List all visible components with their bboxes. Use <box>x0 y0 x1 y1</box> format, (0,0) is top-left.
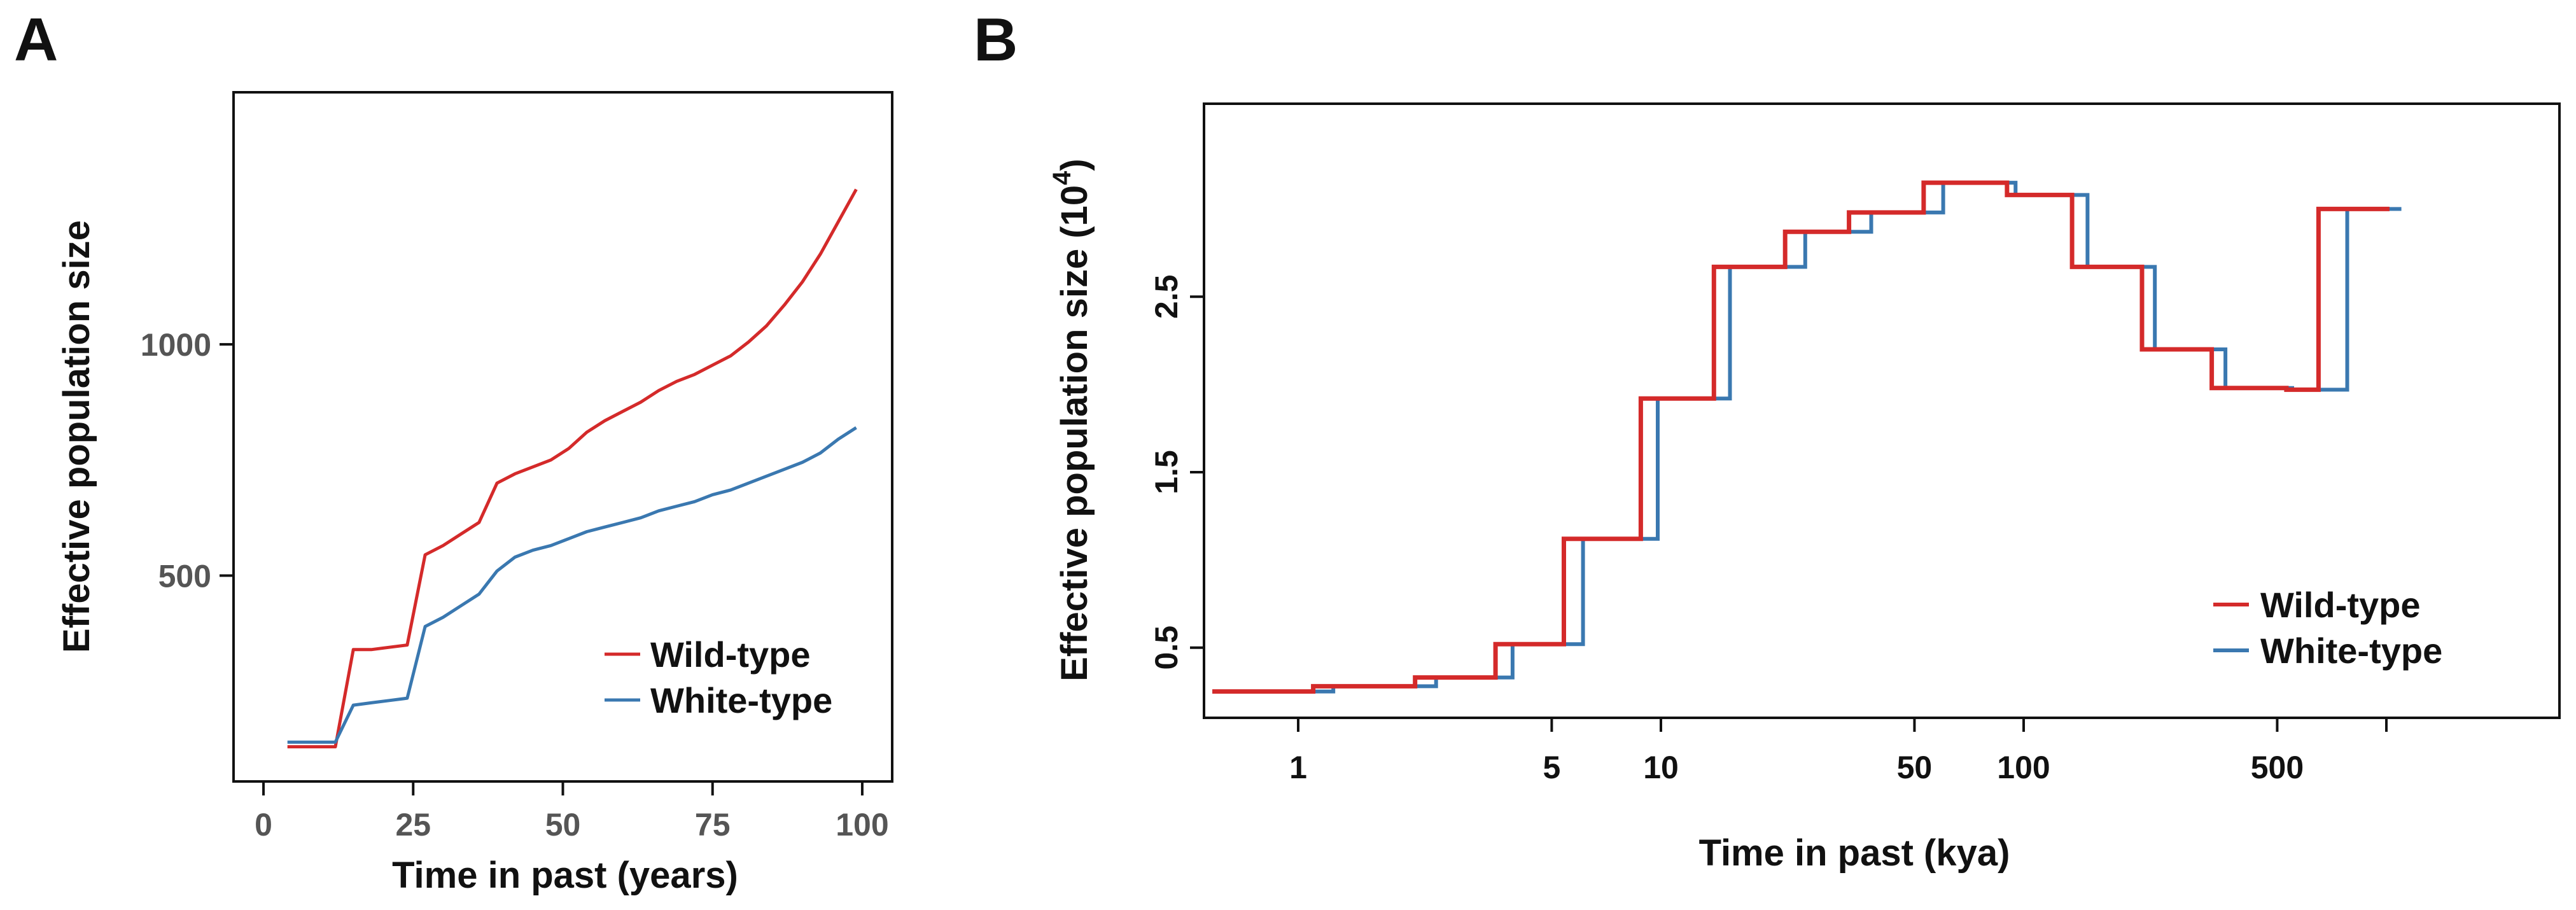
panel-b-x-tick-label: 50 <box>1897 750 1933 785</box>
panel-b-y-axis-label: Effective population size (104) <box>1048 158 1095 682</box>
panel-b: B 1 5 10 50 100 500 0.5 1.5 2.5 Time in past (ky… <box>974 6 2561 874</box>
panel-a: A 0 25 50 75 100 500 1000 Time in past (years)… <box>14 6 893 896</box>
panel-a-series-line-wild-type <box>287 188 858 748</box>
panel-b-x-tick-label: 5 <box>1543 750 1561 785</box>
panel-b-x-tick-label: 1 <box>1289 750 1307 785</box>
panel-a-x-axis-label: Time in past (years) <box>392 855 738 896</box>
panel-b-legend: Wild-type White-type <box>2213 585 2442 671</box>
panel-a-legend-label-wild-type: Wild-type <box>650 634 810 675</box>
panel-a-axis-ticks: 0 25 50 75 100 500 1000 <box>141 327 889 843</box>
panel-b-series-step-line-wild-type <box>1212 180 2390 694</box>
panel-b-y-axis-label-exponent: 4 <box>1048 171 1076 185</box>
panel-b-y-tick-label: 0.5 <box>1149 626 1184 670</box>
panel-a-legend-label-white-type: White-type <box>650 680 832 720</box>
panel-a-legend: Wild-type White-type <box>605 634 832 720</box>
panel-b-y-axis-label-close: ) <box>1054 158 1095 171</box>
panel-b-x-tick-label: 500 <box>2251 750 2304 785</box>
panel-a-y-tick-label: 500 <box>158 559 211 594</box>
panel-b-letter: B <box>974 6 1018 74</box>
panel-a-letter: A <box>14 6 58 74</box>
panel-a-x-tick-label: 75 <box>695 807 731 843</box>
panel-a-series-line-white-type <box>287 426 857 744</box>
panel-b-x-tick-label: 10 <box>1643 750 1679 785</box>
panel-a-x-tick-label: 50 <box>545 807 581 843</box>
panel-a-x-tick-label: 100 <box>836 807 888 843</box>
panel-b-axis-ticks: 1 5 10 50 100 500 0.5 1.5 2.5 <box>1149 275 2388 785</box>
panel-b-series-group <box>1212 180 2402 694</box>
panel-a-plot-frame <box>232 91 893 783</box>
panel-b-legend-label-white-type: White-type <box>2260 631 2442 671</box>
panel-a-x-tick-label: 25 <box>395 807 431 843</box>
panel-b-y-tick-label: 2.5 <box>1149 275 1184 319</box>
panel-b-x-tick-label: 100 <box>1997 750 2050 785</box>
panel-b-y-axis-label-main: Effective population size (10 <box>1054 185 1095 682</box>
panel-b-y-tick-label: 1.5 <box>1149 450 1184 494</box>
panel-a-y-tick-label: 1000 <box>141 327 211 363</box>
panel-a-y-axis-label: Effective population size <box>56 220 97 653</box>
panel-a-x-tick-label: 0 <box>255 807 272 843</box>
panel-b-plot-frame <box>1203 102 2561 719</box>
panel-b-series-step-line-white-type <box>1212 181 2402 694</box>
panel-b-x-axis-label: Time in past (kya) <box>1699 832 2010 874</box>
panel-a-series-group <box>287 188 858 748</box>
panel-b-legend-label-wild-type: Wild-type <box>2260 585 2420 625</box>
